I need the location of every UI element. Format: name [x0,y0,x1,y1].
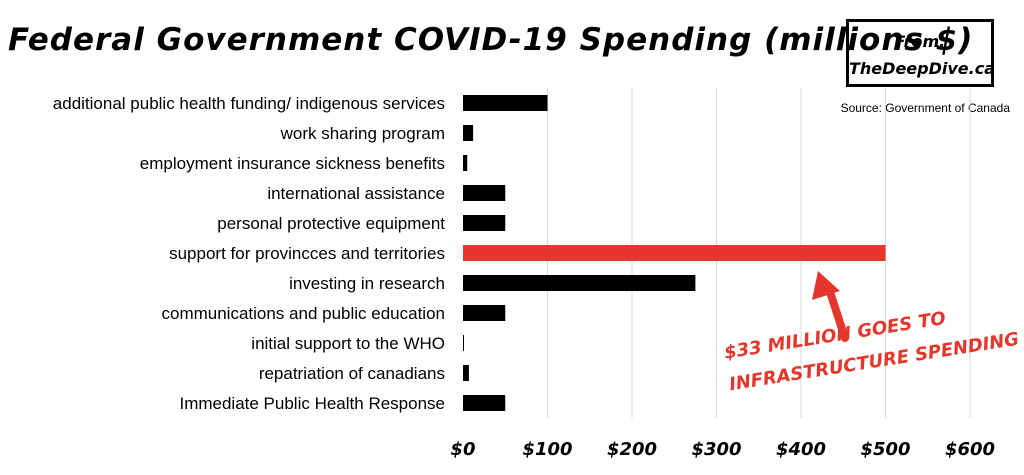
category-label: support for provincces and territories [169,244,445,263]
bar [463,335,464,351]
category-label: work sharing program [280,124,445,143]
category-label: additional public health funding/ indige… [53,94,445,113]
from-label: From: [894,32,946,51]
x-tick-label: $100 [522,439,572,460]
bar [463,185,506,201]
bar [463,155,468,171]
bar [463,95,548,111]
from-site: TheDeepDive.ca [849,59,995,78]
category-label: investing in research [289,274,445,293]
source-note: Source: Government of Canada [840,101,1010,115]
bar [463,275,696,291]
x-tick-label: $0 [450,439,475,460]
category-label: employment insurance sickness benefits [140,154,445,173]
x-tick-label: $200 [607,439,657,460]
from-box: From: TheDeepDive.ca [846,19,995,87]
bar [463,125,474,141]
category-label: personal protective equipment [217,214,445,233]
chart-title: Federal Government COVID-19 Spending (mi… [8,22,974,58]
x-tick-label: $600 [945,439,995,460]
bar [463,365,469,381]
annotation-arrow-head [812,271,840,300]
x-tick-label: $300 [691,439,741,460]
category-label: communications and public education [161,304,445,323]
bar [463,305,506,321]
category-label: initial support to the WHO [251,334,445,353]
category-label: international assistance [267,184,445,203]
x-tick-label: $400 [776,439,826,460]
x-tick-label: $500 [860,439,910,460]
bar [463,395,506,411]
bar [463,245,886,261]
bar [463,215,506,231]
category-label: Immediate Public Health Response [179,394,445,413]
annotation-arrow-shaft [826,288,849,342]
category-label: repatriation of canadians [259,364,445,383]
